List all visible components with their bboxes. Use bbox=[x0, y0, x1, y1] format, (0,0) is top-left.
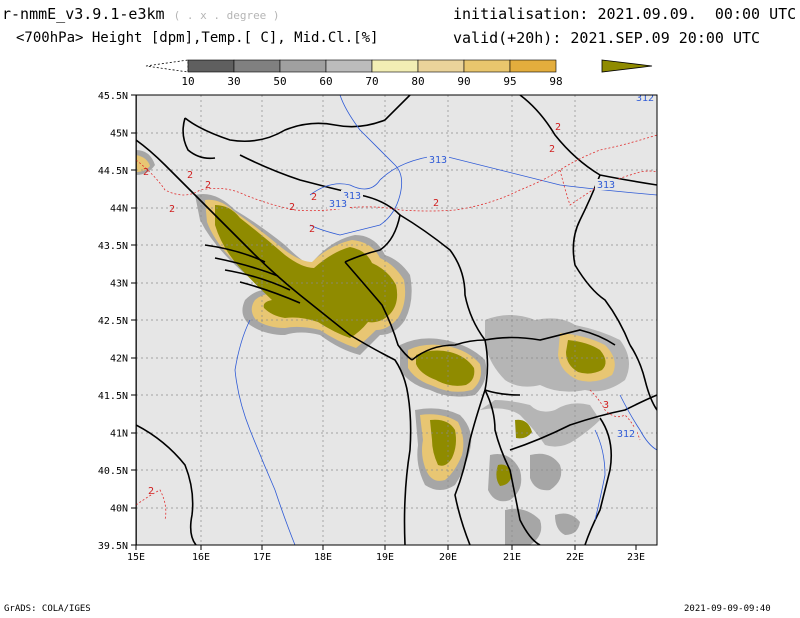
colorbar-box bbox=[417, 59, 465, 73]
latitude-label: 40.5N bbox=[98, 466, 128, 477]
latitude-label: 45N bbox=[110, 129, 128, 140]
graticule bbox=[136, 95, 657, 545]
colorbar-level-label: 90 bbox=[457, 75, 470, 88]
longitude-label: 22E bbox=[566, 552, 584, 563]
valid-label: valid(+20h): bbox=[453, 29, 562, 47]
longitude-label: 17E bbox=[253, 552, 271, 563]
footer-credit: GrADS: COLA/IGES bbox=[4, 604, 91, 614]
valid-line: valid(+20h): 2021.SEP.09 20:00 UTC bbox=[453, 30, 760, 46]
temp-contour-label: 2 bbox=[205, 180, 211, 191]
longitude-labels: 15E 16E 17E 18E 19E 20E 21E 22E 23E bbox=[127, 552, 645, 563]
latitude-label: 43N bbox=[110, 279, 128, 290]
height-contour-label: 313 bbox=[597, 180, 615, 191]
longitude-label: 19E bbox=[376, 552, 394, 563]
temp-contour-label: 2 bbox=[309, 224, 315, 235]
temp-contour-label: 2 bbox=[187, 170, 193, 181]
latitude-label: 40N bbox=[110, 504, 128, 515]
variables-subtitle: <700hPa> Height [dpm],Temp.[ C], Mid.Cl.… bbox=[16, 30, 379, 46]
longitude-label: 15E bbox=[127, 552, 145, 563]
colorbar-box bbox=[325, 59, 373, 73]
init-value: 2021.09.09. 00:00 UTC bbox=[597, 5, 797, 23]
colorbar-level-label: 70 bbox=[365, 75, 378, 88]
cloud-cover-areas bbox=[136, 150, 629, 545]
temp-contour-label: 2 bbox=[433, 198, 439, 209]
init-label: initialisation: bbox=[453, 5, 589, 23]
latitude-label: 39.5N bbox=[98, 541, 128, 552]
temp-contour-label: 2 bbox=[549, 144, 555, 155]
longitude-label: 21E bbox=[503, 552, 521, 563]
temp-contour-label: 2 bbox=[555, 122, 561, 133]
latitude-label: 42N bbox=[110, 354, 128, 365]
height-contour-label: 313 bbox=[343, 191, 361, 202]
colorbar-box bbox=[371, 59, 419, 73]
latitude-label: 43.5N bbox=[98, 241, 128, 252]
axis-ticks bbox=[131, 94, 637, 550]
colorbar-level-label: 98 bbox=[549, 75, 562, 88]
valid-value: 2021.SEP.09 20:00 UTC bbox=[570, 29, 761, 47]
latitude-label: 41N bbox=[110, 429, 128, 440]
colorbar-box bbox=[279, 59, 327, 73]
latitude-label: 42.5N bbox=[98, 316, 128, 327]
grid-resolution: ( . x . degree ) bbox=[173, 9, 280, 22]
latitude-label: 44N bbox=[110, 204, 128, 215]
footer-timestamp: 2021-09-09-09:40 bbox=[684, 604, 771, 614]
colorbar-low-arrow bbox=[145, 59, 189, 73]
colorbar-box bbox=[233, 59, 281, 73]
cloud-colorbar: 10 30 50 60 70 80 90 95 98 bbox=[145, 59, 653, 88]
colorbar-box bbox=[509, 59, 557, 73]
temp-contour-label: 2 bbox=[289, 202, 295, 213]
model-name: r-nmmE_v3.9.1-e3km bbox=[2, 5, 165, 23]
latitude-labels: 45.5N 45N 44.5N 44N 43.5N 43N 42.5N 42N 41.5N 41N… bbox=[98, 91, 128, 552]
initialisation-line: initialisation: 2021.09.09. 00:00 UTC bbox=[453, 6, 796, 22]
temp-contour-label: 2 bbox=[169, 204, 175, 215]
coastlines-borders bbox=[136, 95, 657, 545]
latitude-label: 45.5N bbox=[98, 91, 128, 102]
latitude-label: 44.5N bbox=[98, 166, 128, 177]
temp-contour-label: 2 bbox=[143, 167, 149, 178]
colorbar-level-label: 30 bbox=[227, 75, 240, 88]
colorbar-level-label: 80 bbox=[411, 75, 424, 88]
temp-contour-label: 2 bbox=[148, 486, 154, 497]
colorbar-box bbox=[463, 59, 511, 73]
height-contour-label: 312 bbox=[636, 93, 654, 104]
colorbar-level-label: 95 bbox=[503, 75, 516, 88]
colorbar-high-arrow bbox=[601, 59, 653, 73]
longitude-label: 16E bbox=[192, 552, 210, 563]
latitude-label: 41.5N bbox=[98, 391, 128, 402]
colorbar-level-label: 60 bbox=[319, 75, 332, 88]
height-contour-label: 312 bbox=[617, 429, 635, 440]
longitude-label: 18E bbox=[314, 552, 332, 563]
colorbar-level-label: 50 bbox=[273, 75, 286, 88]
height-contour-label: 313 bbox=[329, 199, 347, 210]
colorbar-level-label: 10 bbox=[181, 75, 194, 88]
temp-contour-label: 2 bbox=[311, 192, 317, 203]
colorbar-box bbox=[187, 59, 235, 73]
longitude-label: 23E bbox=[627, 552, 645, 563]
height-contour-label: 313 bbox=[429, 155, 447, 166]
longitude-label: 20E bbox=[439, 552, 457, 563]
model-title: r-nmmE_v3.9.1-e3km ( . x . degree ) bbox=[2, 6, 280, 24]
temp-contour-label: 3 bbox=[603, 400, 609, 411]
